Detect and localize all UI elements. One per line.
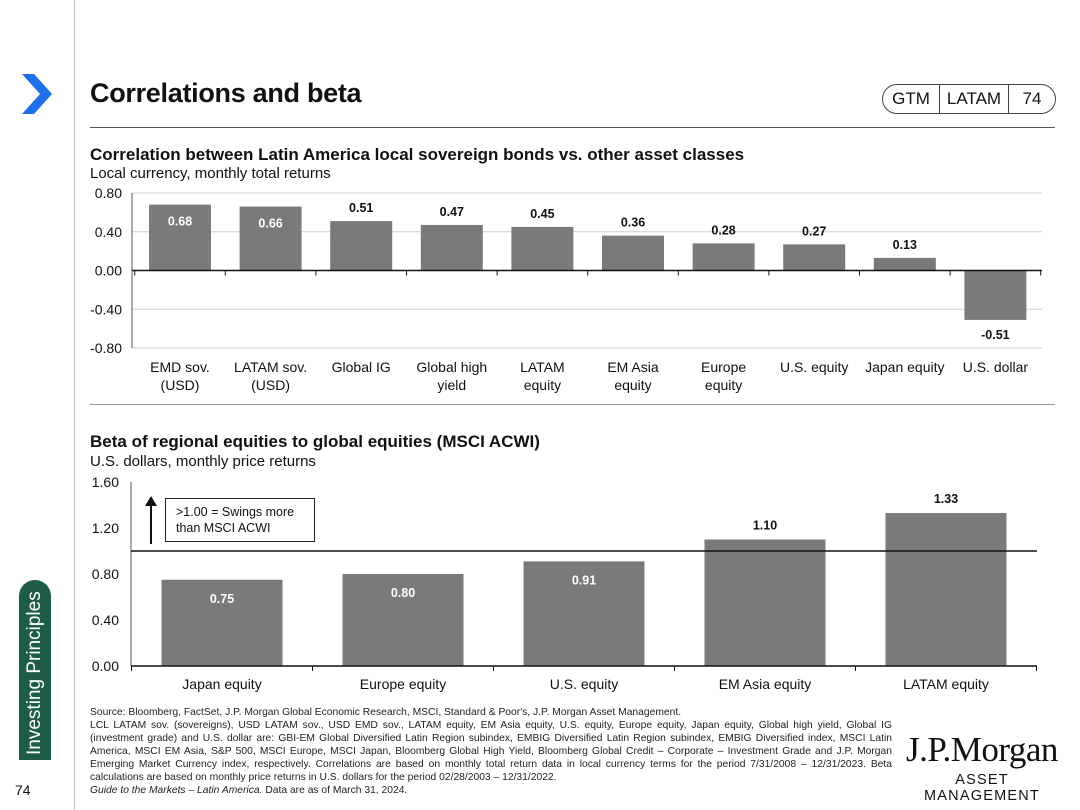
- data-label: 0.51: [349, 201, 373, 215]
- guide-title: Guide to the Markets – Latin America.: [90, 785, 263, 796]
- page-title: Correlations and beta: [90, 78, 362, 108]
- source-line: Source: Bloomberg, FactSet, J.P. Morgan …: [90, 707, 682, 718]
- bar: [330, 221, 393, 271]
- x-category-label: Europe equity: [360, 676, 446, 692]
- bar: [342, 574, 464, 666]
- x-category-label: Europe: [701, 359, 746, 375]
- bar: [885, 513, 1007, 666]
- data-label: 1.10: [753, 519, 777, 533]
- x-category-label: EMD sov.: [150, 359, 210, 375]
- y-tick-label: 0.80: [92, 566, 119, 582]
- bar: [511, 226, 574, 271]
- page-number: 74: [15, 782, 31, 798]
- source-notes: Source: Bloomberg, FactSet, J.P. Morgan …: [90, 706, 892, 797]
- x-category-label: Japan equity: [865, 359, 944, 375]
- x-category-label: (USD): [251, 377, 290, 393]
- y-tick-label: 0.40: [92, 612, 119, 628]
- bar: [692, 243, 755, 271]
- data-label: 0.27: [802, 224, 826, 238]
- x-category-label: Global IG: [332, 359, 391, 375]
- bar: [523, 561, 645, 666]
- left-margin-rule: [74, 0, 75, 810]
- y-tick-label: 0.00: [92, 658, 119, 674]
- gtm-badge-label: GTM: [892, 89, 930, 108]
- data-label: 0.91: [572, 573, 596, 587]
- bar: [873, 257, 936, 271]
- data-label: 1.33: [934, 492, 958, 506]
- x-category-label: LATAM sov.: [234, 359, 307, 375]
- x-category-label: U.S. dollar: [963, 359, 1029, 375]
- bar: [602, 235, 664, 271]
- x-category-label: U.S. equity: [550, 676, 618, 692]
- chevron-right-icon: [22, 74, 52, 114]
- brand-subtitle: ASSET MANAGEMENT: [924, 772, 1040, 804]
- gtm-badge: GTM LATAM 74: [882, 84, 1056, 114]
- chart2-title: Beta of regional equities to global equi…: [90, 432, 540, 451]
- gtm-badge-page: 74: [1022, 89, 1042, 108]
- x-category-label: U.S. equity: [780, 359, 848, 375]
- y-tick-label: -0.80: [90, 340, 122, 356]
- data-label: 0.36: [621, 216, 645, 230]
- x-category-label: LATAM: [520, 359, 565, 375]
- data-label: 0.66: [258, 217, 282, 231]
- x-category-label: LATAM equity: [903, 676, 989, 692]
- brand-name: J.P.Morgan: [906, 730, 1058, 769]
- chart1-subtitle: Local currency, monthly total returns: [90, 165, 331, 182]
- annotation-box: >1.00 = Swings more than MSCI ACWI: [165, 498, 315, 542]
- data-label: 0.75: [210, 592, 234, 606]
- data-label: 0.80: [391, 586, 415, 600]
- data-label: 0.47: [440, 205, 464, 219]
- title-divider: [90, 127, 1055, 128]
- y-tick-label: 0.80: [95, 185, 122, 201]
- data-label: -0.51: [981, 328, 1010, 342]
- x-category-label: Japan equity: [182, 676, 261, 692]
- annotation-line1: >1.00 = Swings more: [176, 505, 295, 519]
- bar: [149, 204, 211, 271]
- y-tick-label: 1.60: [92, 474, 119, 490]
- data-label: 0.28: [711, 223, 735, 237]
- x-category-label: equity: [705, 377, 742, 393]
- chart1-title: Correlation between Latin America local …: [90, 145, 745, 164]
- definitions-text: LCL LATAM sov. (sovereigns), USD LATAM s…: [90, 720, 892, 783]
- x-category-label: yield: [437, 377, 466, 393]
- y-tick-label: 0.40: [95, 224, 122, 240]
- annotation-line2: than MSCI ACWI: [176, 521, 271, 535]
- x-category-label: EM Asia: [607, 359, 659, 375]
- bar: [964, 270, 1027, 320]
- bar: [783, 244, 846, 271]
- chart2-subtitle: U.S. dollars, monthly price returns: [90, 453, 316, 470]
- x-category-label: EM Asia equity: [719, 676, 812, 692]
- side-tab: [19, 580, 51, 760]
- y-tick-label: 0.00: [95, 263, 122, 279]
- section-divider: [90, 404, 1055, 405]
- gtm-badge-region: LATAM: [939, 85, 1009, 113]
- x-category-label: Global high: [416, 359, 487, 375]
- x-category-label: (USD): [161, 377, 200, 393]
- x-category-label: equity: [614, 377, 651, 393]
- bar: [704, 539, 826, 666]
- bar: [239, 206, 302, 271]
- x-category-label: equity: [524, 377, 561, 393]
- guide-line: Guide to the Markets – Latin America. Da…: [90, 784, 892, 797]
- bar: [161, 579, 283, 666]
- data-label: 0.45: [530, 207, 554, 221]
- data-as-of: Data are as of March 31, 2024.: [265, 785, 408, 796]
- jpmorgan-logo: J.P.Morgan ASSET MANAGEMENT: [906, 730, 1058, 804]
- data-label: 0.13: [893, 238, 917, 252]
- data-label: 0.68: [168, 215, 192, 229]
- arrow-up-icon: [145, 496, 157, 544]
- bar: [420, 224, 483, 271]
- y-tick-label: -0.40: [90, 301, 122, 317]
- y-tick-label: 1.20: [92, 520, 119, 536]
